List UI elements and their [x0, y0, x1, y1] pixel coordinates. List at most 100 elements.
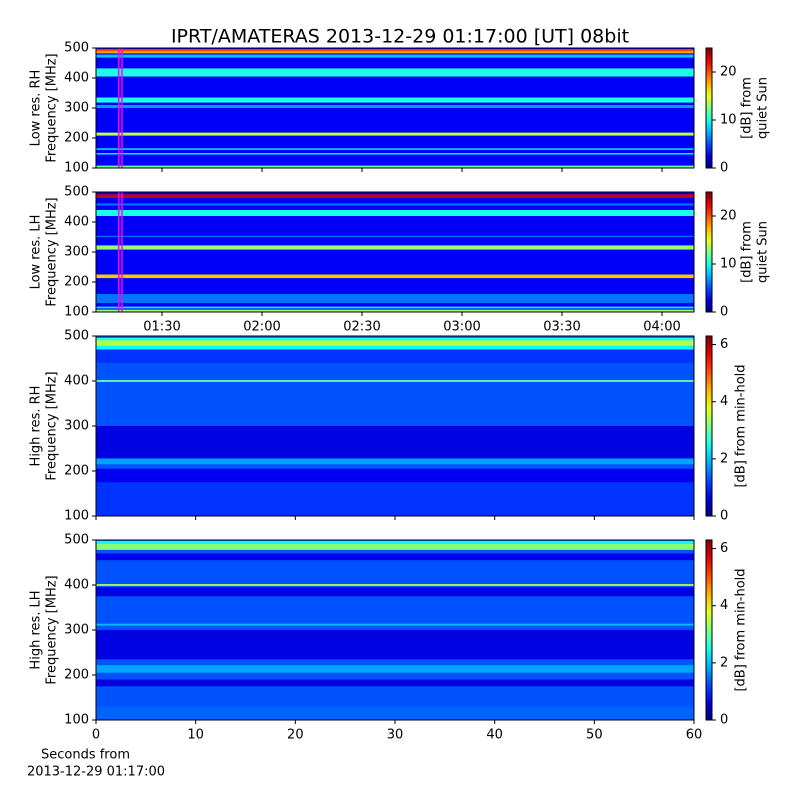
x-tick-label: 03:00: [443, 320, 480, 335]
spectrogram-band: [96, 235, 694, 237]
colorbar-tick-label: 0: [720, 713, 728, 728]
spectrogram-band: [96, 194, 694, 198]
spectrogram-band: [96, 630, 694, 660]
y-tick-label: 100: [64, 509, 89, 524]
spectrogram-band: [96, 458, 694, 465]
x-tick-label: 20: [287, 728, 304, 743]
spectrogram-band: [96, 543, 694, 550]
x-tick-label: 0: [92, 728, 100, 743]
spectrogram-band: [96, 706, 694, 720]
colorbar-tick-label: 0: [720, 161, 728, 176]
spectrogram-band: [96, 540, 694, 544]
y-tick-label: 300: [64, 101, 89, 116]
spectrogram-band: [96, 349, 694, 363]
x-tick-label: 03:30: [543, 320, 580, 335]
colorbar-label: [dB] from: [740, 221, 755, 283]
spectrogram-band: [96, 105, 694, 108]
spectrogram-band: [96, 51, 694, 54]
y-tick-label: 400: [64, 71, 89, 86]
colorbar-label: [dB] from min-hold: [734, 364, 749, 487]
colorbar-tick-label: 4: [720, 394, 728, 409]
y-tick-label: 200: [64, 275, 89, 290]
spectrogram-band: [96, 153, 694, 155]
spectrogram-band: [96, 306, 694, 309]
colorbar-tick-label: 0: [720, 305, 728, 320]
y-axis-label: Low res. LH: [29, 215, 44, 290]
x-axis-label: Seconds from: [41, 748, 130, 763]
x-tick-label: 02:30: [343, 320, 380, 335]
y-axis-label: Frequency [MHz]: [45, 197, 60, 306]
colorbar-tick-label: 20: [720, 209, 737, 224]
colorbar-label: quiet Sun: [756, 221, 771, 283]
spectrogram-band: [96, 97, 694, 103]
x-tick-label: 01:30: [143, 320, 180, 335]
colorbar-label: quiet Sun: [756, 77, 771, 139]
y-axis-label: Frequency [MHz]: [45, 53, 60, 162]
y-tick-label: 100: [64, 305, 89, 320]
colorbar-tick-label: 20: [720, 65, 737, 80]
spectrogram-band: [96, 468, 694, 483]
spectrogram-band: [96, 665, 694, 673]
y-tick-label: 200: [64, 668, 89, 683]
y-tick-label: 200: [64, 464, 89, 479]
x-tick-label: 50: [586, 728, 603, 743]
spectrogram-band: [96, 294, 694, 303]
y-tick-label: 500: [64, 41, 89, 56]
y-tick-label: 500: [64, 185, 89, 200]
spectrogram-band: [96, 203, 694, 206]
y-tick-label: 300: [64, 623, 89, 638]
y-tick-label: 300: [64, 245, 89, 260]
y-tick-label: 400: [64, 215, 89, 230]
colorbar-tick-label: 2: [720, 655, 728, 670]
x-axis-label: 2013-12-29 01:17:00: [27, 765, 165, 780]
colorbar-label: [dB] from: [740, 77, 755, 139]
x-tick-label: 60: [686, 728, 703, 743]
colorbar-label: [dB] from min-hold: [734, 568, 749, 691]
chart-title: IPRT/AMATERAS 2013-12-29 01:17:00 [UT] 0…: [171, 26, 629, 48]
spectrogram-band: [96, 165, 694, 168]
x-tick-label: 30: [387, 728, 404, 743]
x-tick-label: 40: [486, 728, 503, 743]
y-tick-label: 200: [64, 131, 89, 146]
x-tick-label: 02:00: [243, 320, 280, 335]
spectrogram-band: [96, 309, 694, 312]
spectrogram-band: [96, 345, 694, 350]
y-axis-label: High res. LH: [29, 590, 44, 669]
colorbar-tick-label: 6: [720, 337, 728, 352]
y-tick-label: 300: [64, 419, 89, 434]
spectrogram-band: [96, 587, 694, 597]
colorbar-tick-label: 10: [720, 113, 737, 128]
spectrogram-band: [96, 337, 694, 341]
y-tick-label: 500: [64, 329, 89, 344]
spectrogram-band: [96, 274, 694, 279]
spectrogram-band: [96, 426, 694, 459]
colorbar: [705, 47, 713, 169]
colorbar: [705, 191, 713, 313]
colorbar-tick-label: 0: [720, 509, 728, 524]
spectrogram-band: [96, 49, 694, 51]
x-tick-label: 10: [187, 728, 204, 743]
spectrogram-band: [96, 482, 694, 516]
colorbar-tick-label: 10: [720, 257, 737, 272]
y-tick-label: 100: [64, 161, 89, 176]
y-tick-label: 400: [64, 578, 89, 593]
spectrogram-band: [96, 245, 694, 250]
colorbar-tick-label: 2: [720, 451, 728, 466]
y-tick-label: 400: [64, 374, 89, 389]
y-axis-label: High res. RH: [29, 386, 44, 467]
spectrogram-band: [96, 380, 694, 382]
y-axis-label: Low res. RH: [29, 70, 44, 147]
spectrogram-band: [96, 553, 694, 561]
spectrogram-band: [96, 54, 694, 58]
spectrogram-band: [96, 623, 694, 626]
spectrogram-band: [96, 132, 694, 136]
y-axis-label: Frequency [MHz]: [45, 575, 60, 684]
colorbar-tick-label: 4: [720, 598, 728, 613]
x-tick-label: 04:00: [643, 320, 680, 335]
y-tick-label: 500: [64, 533, 89, 548]
spectrogram-band: [96, 68, 694, 77]
y-tick-label: 100: [64, 713, 89, 728]
spectrogram-band: [96, 210, 694, 216]
spectrogram-band: [96, 148, 694, 150]
